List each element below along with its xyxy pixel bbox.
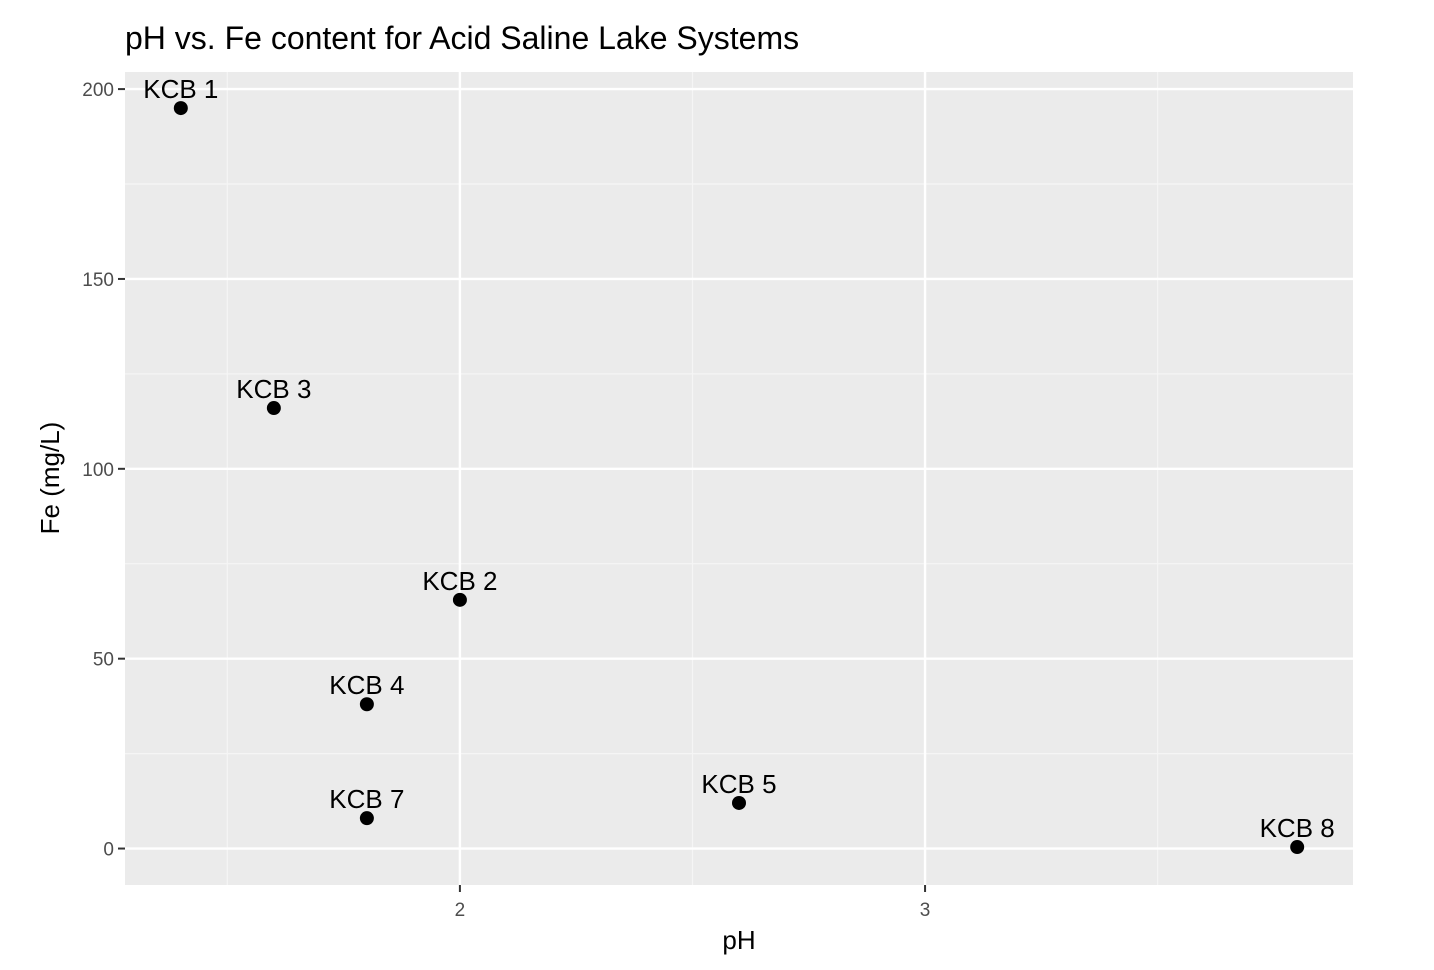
y-axis-label: Fe (mg/L) — [35, 422, 65, 535]
x-tick-label: 3 — [920, 900, 931, 921]
minor-gridlines — [125, 72, 1353, 885]
data-point-label: KCB 2 — [422, 566, 497, 596]
y-tick-label: 50 — [93, 650, 114, 671]
data-point — [173, 101, 188, 116]
major-gridlines — [125, 72, 1353, 885]
data-point — [1290, 840, 1305, 855]
y-tick-label: 100 — [82, 460, 114, 481]
y-tick-label: 150 — [82, 270, 114, 291]
data-points — [173, 101, 1305, 855]
data-point-label: KCB 8 — [1260, 813, 1335, 843]
y-tick-label: 200 — [82, 80, 114, 101]
data-point-label: KCB 1 — [143, 74, 218, 104]
data-point-label: KCB 4 — [329, 670, 404, 700]
data-point-label: KCB 3 — [236, 374, 311, 404]
data-point — [732, 795, 746, 810]
y-tick-label: 0 — [103, 840, 114, 861]
chart-title: pH vs. Fe content for Acid Saline Lake S… — [125, 20, 799, 56]
data-point-label: KCB 7 — [329, 784, 404, 814]
data-point — [266, 401, 281, 416]
x-tick-label: 2 — [455, 900, 466, 921]
plot-panel — [125, 72, 1353, 885]
data-point — [359, 697, 374, 712]
data-point — [452, 592, 467, 607]
x-axis-label: pH — [722, 925, 755, 955]
point-labels: KCB 1 KCB 3 KCB 2 KCB 4 KCB 7 KCB 5 KCB 8 — [143, 74, 1335, 843]
data-point — [359, 811, 374, 826]
y-axis-ticks: 0 50 100 150 200 — [82, 80, 125, 861]
data-point-label: KCB 5 — [701, 769, 776, 799]
